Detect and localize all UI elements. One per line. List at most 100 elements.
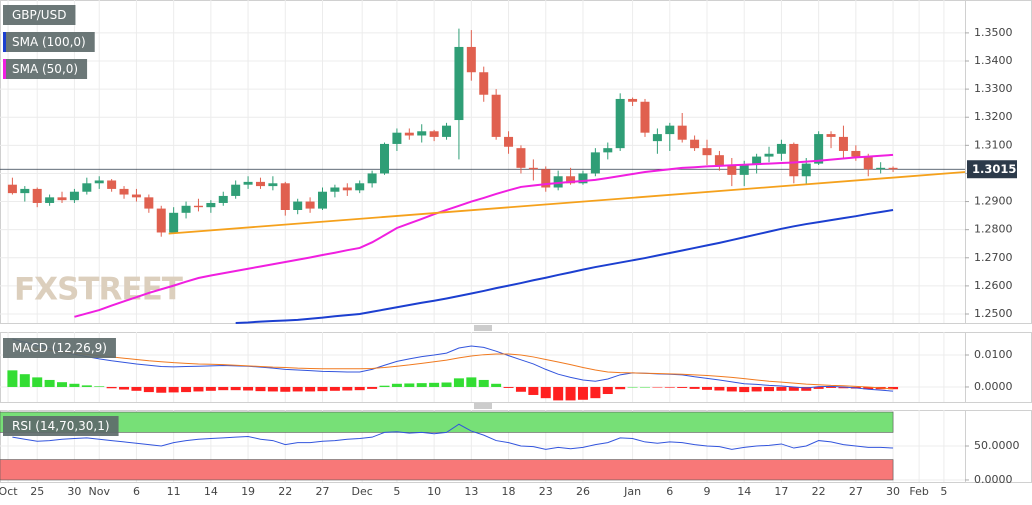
candle-body xyxy=(107,180,117,189)
candle-body xyxy=(392,132,402,144)
candle-body xyxy=(144,197,154,209)
histogram-bar xyxy=(44,379,55,387)
legend-box xyxy=(3,32,95,52)
x-tick-label: 10 xyxy=(427,485,441,498)
histogram-bar xyxy=(863,386,874,390)
legend-label: MACD (12,26,9) xyxy=(12,341,107,355)
candle-body xyxy=(342,187,352,191)
candle-body xyxy=(727,165,737,175)
histogram-bar xyxy=(528,386,539,395)
histogram-bar xyxy=(441,382,452,387)
legend-box xyxy=(3,5,76,25)
candle-body xyxy=(454,46,464,121)
histogram-bar xyxy=(131,386,142,391)
candle-body xyxy=(491,94,501,137)
candle-body xyxy=(789,143,799,177)
histogram-bar xyxy=(726,386,737,392)
candle-body xyxy=(851,150,861,157)
y-tick-label: 1.3200 xyxy=(974,110,1013,123)
histogram-bar xyxy=(143,386,154,393)
candle-body xyxy=(367,173,377,184)
histogram-bar xyxy=(503,386,514,388)
histogram-bar xyxy=(739,386,750,393)
legend-swatch xyxy=(3,32,6,52)
histogram-bar xyxy=(776,386,787,391)
candle-body xyxy=(528,167,538,170)
candle-body xyxy=(615,98,625,149)
x-tick-label: 19 xyxy=(241,485,255,498)
y-tick-label: 50.0000 xyxy=(974,439,1020,452)
histogram-bar xyxy=(230,386,241,391)
trend-line xyxy=(12,346,894,390)
trend-line xyxy=(168,171,966,235)
histogram-bar xyxy=(267,386,278,392)
x-tick-label: 27 xyxy=(849,485,863,498)
y-tick-label: 1.2600 xyxy=(974,279,1013,292)
candle-body xyxy=(863,156,873,170)
panel-resize-handle[interactable] xyxy=(474,325,492,331)
histogram-bar xyxy=(57,382,68,387)
histogram-bar xyxy=(181,386,192,393)
candle-body xyxy=(268,183,278,187)
histogram-bar xyxy=(255,386,266,392)
candle-body xyxy=(690,139,700,149)
histogram-bar xyxy=(751,386,762,392)
x-tick-label: 5 xyxy=(940,485,947,498)
candle-body xyxy=(57,197,67,201)
indicator-line xyxy=(74,153,894,318)
candle-body xyxy=(442,125,452,137)
candle-body xyxy=(69,191,79,201)
histogram-bar xyxy=(429,382,440,387)
candle-body xyxy=(504,136,514,147)
histogram-bar xyxy=(205,386,216,391)
histogram-bar xyxy=(888,386,899,390)
x-tick-label: 13 xyxy=(464,485,478,498)
y-tick-label: 1.3300 xyxy=(974,82,1013,95)
candle-body xyxy=(131,194,141,198)
y-tick-label: 1.2800 xyxy=(974,223,1013,236)
x-tick-label: 5 xyxy=(393,485,400,498)
histogram-bar xyxy=(453,378,464,387)
panel-resize-handle[interactable] xyxy=(474,403,492,409)
legend-box xyxy=(3,338,116,358)
candle-body xyxy=(677,125,687,140)
candle-body xyxy=(838,136,848,151)
x-tick-label: 23 xyxy=(539,485,553,498)
candle-body xyxy=(156,208,166,233)
y-tick-label: 1.2900 xyxy=(974,195,1013,208)
candle-body xyxy=(218,195,228,203)
histogram-bar xyxy=(838,386,849,389)
candle-body xyxy=(355,183,365,191)
histogram-bar xyxy=(243,386,254,391)
candle-body xyxy=(169,212,179,233)
candle-body xyxy=(82,183,92,192)
x-tick-label: Oct xyxy=(0,485,18,498)
candle-body xyxy=(541,169,551,188)
candle-body xyxy=(317,191,327,209)
y-tick-label: 1.2500 xyxy=(974,307,1013,320)
histogram-bar xyxy=(714,386,725,391)
legend-swatch xyxy=(3,59,6,79)
x-tick-label: Jan xyxy=(623,485,641,498)
histogram-bar xyxy=(329,386,340,391)
y-tick-label: 1.2700 xyxy=(974,251,1013,264)
histogram-bar xyxy=(813,386,824,389)
histogram-bar xyxy=(367,386,378,389)
x-tick-label: 30 xyxy=(67,485,81,498)
legend-box xyxy=(3,416,119,436)
legend-label: RSI (14,70,30,1) xyxy=(12,419,110,433)
histogram-bar xyxy=(305,386,316,392)
histogram-bar xyxy=(639,386,650,388)
histogram-bar xyxy=(81,385,92,387)
y-tick-label: 0.0000 xyxy=(974,473,1013,486)
histogram-bar xyxy=(553,386,564,401)
histogram-bar xyxy=(69,383,80,387)
histogram-bar xyxy=(540,386,551,399)
candle-body xyxy=(888,167,898,170)
x-tick-label: 25 xyxy=(30,485,44,498)
candle-body xyxy=(94,180,104,184)
candle-body xyxy=(32,188,42,203)
x-tick-label: Nov xyxy=(88,485,110,498)
candle-body xyxy=(640,101,650,133)
